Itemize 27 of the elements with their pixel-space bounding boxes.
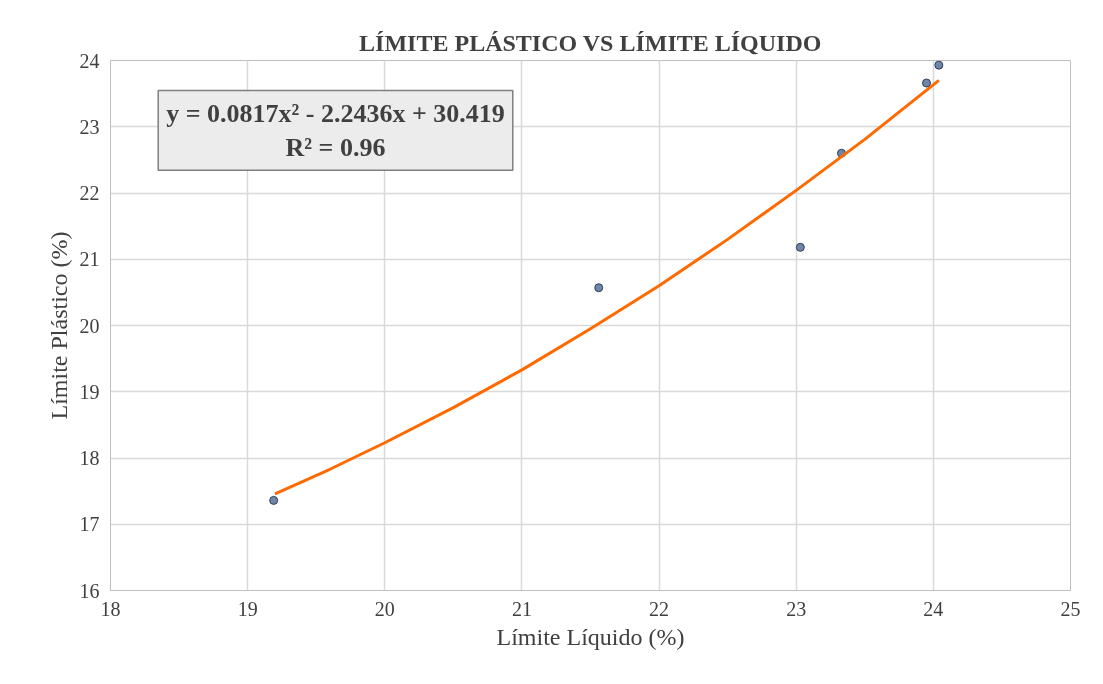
y-tick-label: 22 (79, 182, 100, 204)
point (269, 495, 279, 505)
y-tick-label: 19 (79, 380, 100, 403)
annotation: R² = 0.96 (285, 133, 386, 163)
x-tick-label: 22 (649, 597, 670, 620)
y-tick-label: 24 (79, 49, 100, 72)
x-tick-label: 21 (511, 597, 532, 620)
x-tick-label: 19 (237, 597, 258, 620)
y-tick-label: 18 (79, 447, 100, 469)
point (795, 242, 805, 252)
y-tick-label: 21 (79, 248, 100, 271)
y-tick-label: 20 (79, 314, 100, 337)
y-tick-label: 16 (79, 579, 100, 602)
x-tick-label: 20 (374, 597, 395, 620)
x-axis-title: Límite Líquido (%) (496, 623, 685, 650)
y-axis-title: Límite Plástico (%) (45, 231, 72, 420)
annotation: y = 0.0817x² - 2.2436x + 30.419 (166, 98, 505, 128)
point (934, 60, 944, 70)
x-tick-label: 18 (100, 597, 121, 620)
chart-title: LÍMITE PLÁSTICO VS LÍMITE LÍQUIDO (359, 29, 822, 56)
x-tick-label: 23 (786, 597, 807, 620)
point (922, 78, 931, 88)
y-tick-label: 17 (79, 513, 100, 536)
x-tick-label: 25 (1060, 597, 1081, 620)
y-tick-label: 23 (79, 115, 100, 138)
x-tick-label: 24 (923, 597, 944, 620)
point (594, 283, 604, 293)
